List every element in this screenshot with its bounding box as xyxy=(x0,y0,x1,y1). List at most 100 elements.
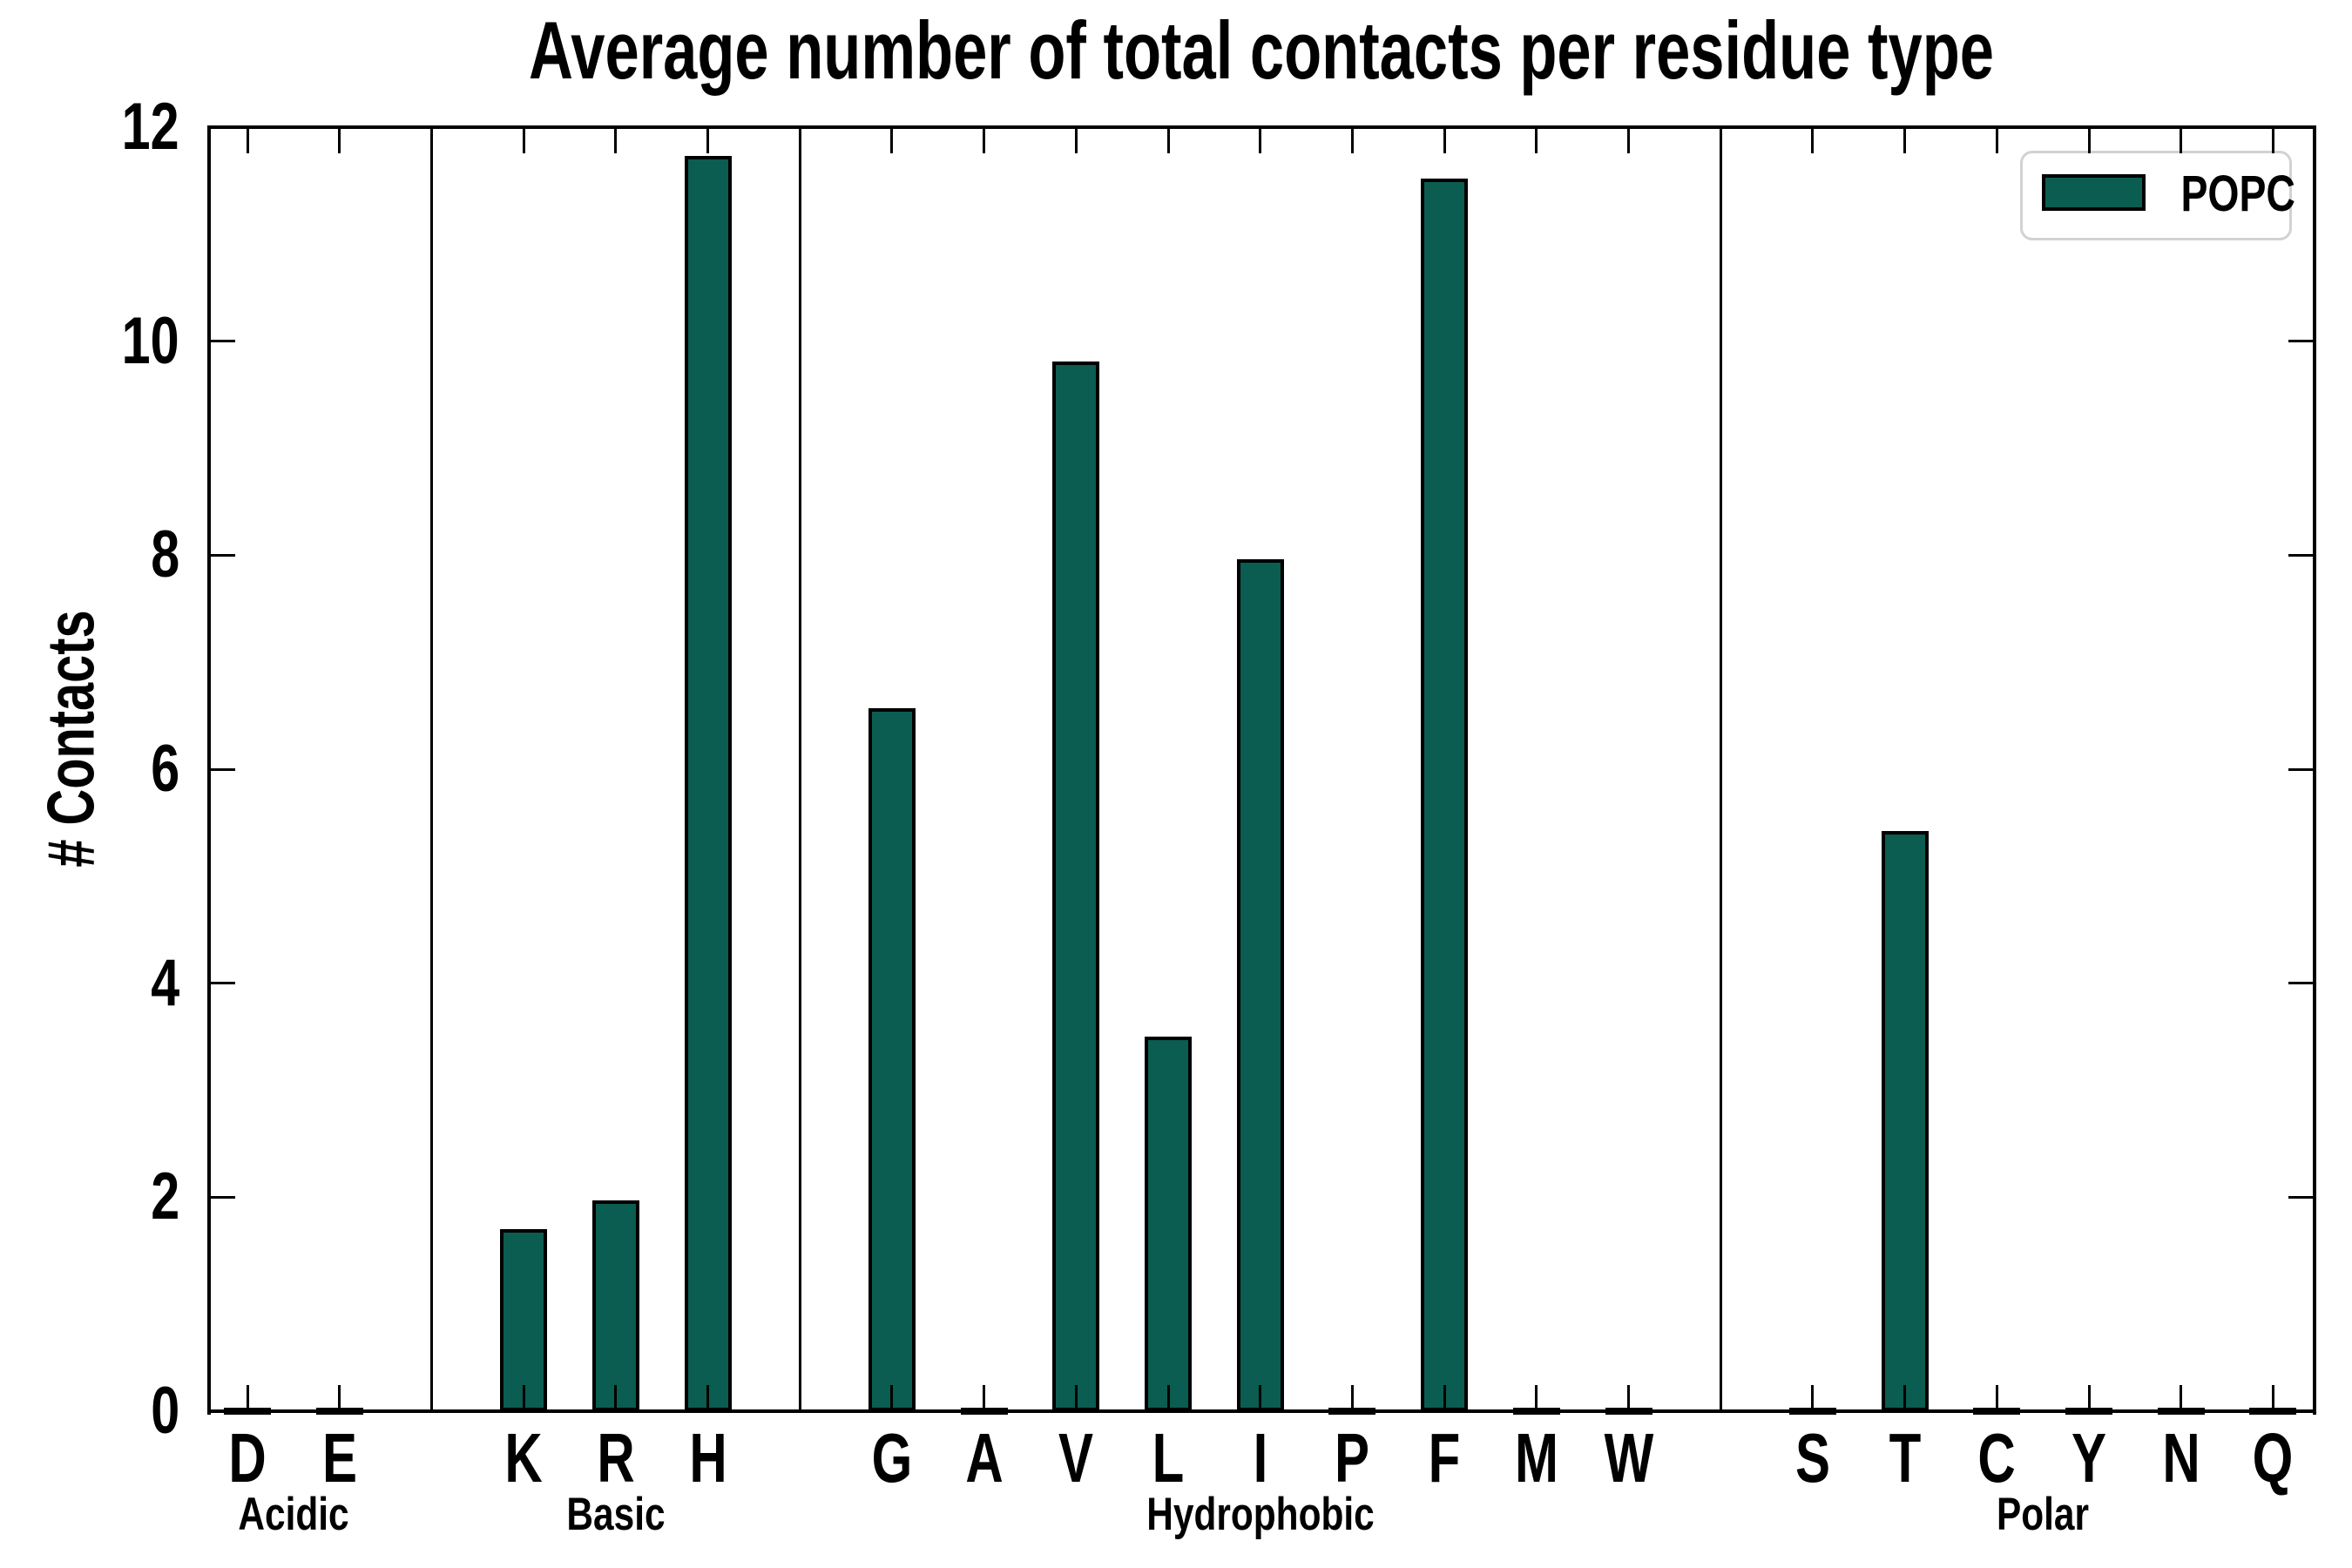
x-tick-label-text-D: D xyxy=(228,1419,267,1497)
x-tick-label-I: I xyxy=(1251,1423,1270,1493)
axis-spine-right xyxy=(2313,125,2316,1415)
axis-spine-bottom xyxy=(207,1409,2316,1413)
group-label-text-acidic: Acidic xyxy=(238,1489,349,1540)
group-label-text-basic: Basic xyxy=(566,1489,666,1540)
x-tick-label-P: P xyxy=(1329,1423,1375,1493)
x-tick-label-text-N: N xyxy=(2162,1419,2200,1497)
x-tick-bottom-K xyxy=(522,1385,525,1411)
x-tick-label-T: T xyxy=(1883,1423,1926,1493)
group-label-acidic: Acidic xyxy=(224,1491,362,1538)
x-tick-label-C: C xyxy=(1971,1423,2022,1493)
x-tick-label-S: S xyxy=(1789,1423,1835,1493)
y-tick-right-6 xyxy=(2288,767,2315,771)
x-tick-top-G xyxy=(890,127,894,153)
x-tick-label-Y: Y xyxy=(2065,1423,2112,1493)
bar-R xyxy=(591,1200,639,1411)
group-label-basic: Basic xyxy=(554,1491,677,1538)
group-label-hydrophobic: Hydrophobic xyxy=(1118,1491,1402,1538)
x-tick-label-K: K xyxy=(498,1423,549,1493)
y-tick-label-text-10: 10 xyxy=(122,303,179,378)
x-tick-bottom-V xyxy=(1074,1385,1078,1411)
y-tick-label-10: 10 xyxy=(0,303,179,378)
x-tick-label-D: D xyxy=(222,1423,273,1493)
x-tick-label-V: V xyxy=(1053,1423,1099,1493)
group-label-text-hydrophobic: Hydrophobic xyxy=(1146,1489,1375,1540)
legend-label: POPC xyxy=(2166,164,2295,225)
x-tick-top-M xyxy=(1535,127,1538,153)
bar-H xyxy=(684,156,732,1411)
x-tick-top-Q xyxy=(2271,127,2274,153)
bar-V xyxy=(1052,362,1100,1411)
y-tick-label-text-8: 8 xyxy=(151,517,179,592)
x-tick-bottom-R xyxy=(614,1385,618,1411)
y-tick-label-8: 8 xyxy=(0,518,179,591)
x-tick-top-T xyxy=(1903,127,1907,153)
x-tick-top-N xyxy=(2180,127,2183,153)
x-tick-label-text-R: R xyxy=(597,1419,635,1497)
bar-L xyxy=(1145,1037,1192,1411)
x-tick-bottom-M xyxy=(1535,1385,1538,1411)
x-tick-label-text-A: A xyxy=(964,1419,1004,1497)
group-separator-2 xyxy=(798,127,801,1411)
x-tick-label-text-W: W xyxy=(1604,1419,1653,1497)
x-tick-label-text-V: V xyxy=(1058,1419,1094,1497)
x-tick-bottom-T xyxy=(1903,1385,1907,1411)
x-tick-label-A: A xyxy=(959,1423,1010,1493)
x-tick-label-N: N xyxy=(2156,1423,2207,1493)
group-separator-3 xyxy=(1719,127,1722,1411)
x-tick-bottom-W xyxy=(1627,1385,1630,1411)
group-separator-1 xyxy=(429,127,433,1411)
x-tick-top-H xyxy=(706,127,709,153)
group-label-polar: Polar xyxy=(1985,1491,2101,1538)
x-tick-bottom-D xyxy=(246,1385,249,1411)
x-tick-label-E: E xyxy=(316,1423,362,1493)
y-tick-label-text-6: 6 xyxy=(151,732,179,806)
y-tick-right-4 xyxy=(2288,982,2315,985)
x-tick-top-I xyxy=(1259,127,1262,153)
y-tick-left-4 xyxy=(209,982,235,985)
y-tick-right-2 xyxy=(2288,1195,2315,1199)
x-tick-label-text-M: M xyxy=(1514,1419,1558,1497)
y-tick-label-6: 6 xyxy=(0,733,179,806)
bar-F xyxy=(1421,179,1469,1411)
x-tick-label-M: M xyxy=(1507,1423,1565,1493)
x-tick-top-W xyxy=(1627,127,1630,153)
y-tick-label-text-12: 12 xyxy=(122,90,179,164)
y-tick-left-10 xyxy=(209,340,235,343)
y-tick-label-text-2: 2 xyxy=(151,1159,179,1234)
x-tick-top-D xyxy=(246,127,249,153)
x-tick-bottom-P xyxy=(1350,1385,1354,1411)
y-tick-left-8 xyxy=(209,553,235,557)
x-tick-top-R xyxy=(614,127,618,153)
x-tick-bottom-E xyxy=(338,1385,341,1411)
y-tick-right-10 xyxy=(2288,340,2315,343)
y-tick-label-0: 0 xyxy=(0,1375,179,1448)
y-tick-label-text-4: 4 xyxy=(151,945,179,1020)
x-tick-top-P xyxy=(1350,127,1354,153)
x-tick-label-text-L: L xyxy=(1152,1419,1185,1497)
x-tick-label-W: W xyxy=(1596,1423,1662,1493)
x-tick-label-Q: Q xyxy=(2246,1423,2300,1493)
x-tick-label-L: L xyxy=(1147,1423,1190,1493)
x-tick-bottom-F xyxy=(1443,1385,1446,1411)
y-tick-label-4: 4 xyxy=(0,945,179,1020)
x-tick-top-V xyxy=(1074,127,1078,153)
x-tick-label-G: G xyxy=(865,1423,919,1493)
x-tick-label-text-H: H xyxy=(688,1419,727,1497)
chart-title: Average number of total contacts per res… xyxy=(285,5,2239,96)
y-tick-right-8 xyxy=(2288,553,2315,557)
x-tick-top-S xyxy=(1811,127,1815,153)
x-tick-bottom-A xyxy=(983,1385,986,1411)
x-tick-top-F xyxy=(1443,127,1446,153)
y-tick-left-6 xyxy=(209,767,235,771)
y-tick-label-12: 12 xyxy=(0,91,179,164)
x-tick-label-text-E: E xyxy=(321,1419,357,1497)
x-tick-label-text-I: I xyxy=(1253,1419,1268,1497)
bar-T xyxy=(1881,831,1929,1411)
y-tick-left-2 xyxy=(209,1195,235,1199)
x-tick-label-text-F: F xyxy=(1428,1419,1461,1497)
bar-G xyxy=(868,708,916,1411)
group-label-text-polar: Polar xyxy=(1997,1489,2090,1540)
y-tick-label-text-0: 0 xyxy=(151,1374,179,1448)
